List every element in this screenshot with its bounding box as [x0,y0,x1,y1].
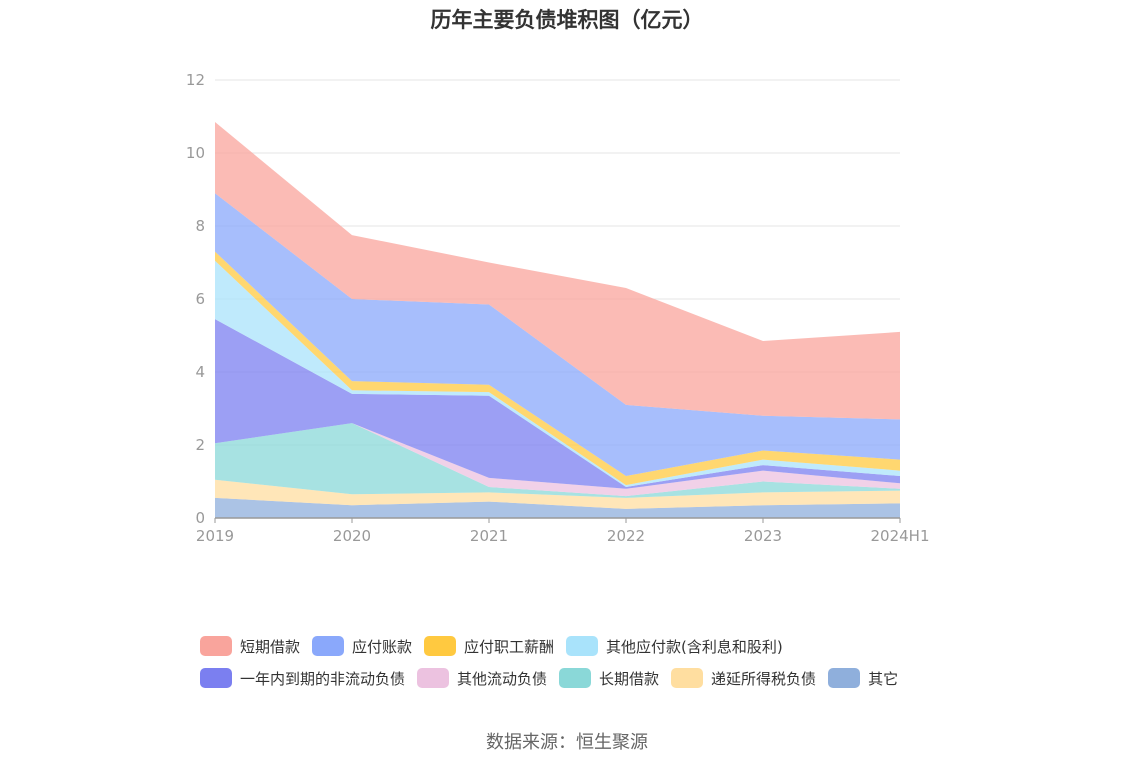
legend-label: 短期借款 [240,637,301,656]
y-tick-label: 8 [195,217,205,235]
legend-swatch [559,668,592,688]
area-series-1 [215,479,900,509]
y-tick-label: 10 [186,144,205,162]
legend-swatch [312,636,345,656]
y-tick-label: 6 [195,290,205,308]
legend-label: 应付账款 [352,637,413,656]
legend-item[interactable]: 其他应付款(含利息和股利) [566,636,783,657]
legend-item[interactable]: 应付职工薪酬 [424,636,554,657]
x-tick-label: 2023 [744,527,782,545]
area-series-8 [215,122,900,420]
legend-swatch [424,636,457,656]
x-tick-label: 2020 [333,527,371,545]
legend-swatch [671,668,704,688]
legend-item[interactable]: 应付账款 [312,636,412,657]
area-series-3 [215,423,900,497]
area-series-7 [215,193,900,476]
legend-item[interactable]: 其他流动负债 [417,668,547,689]
x-tick-label: 2024H1 [871,527,930,545]
legend-label: 长期借款 [599,669,660,688]
area-series-0 [215,497,900,518]
y-tick-label: 2 [195,436,205,454]
legend-item[interactable]: 长期借款 [559,668,659,689]
legend: 短期借款 应付账款 应付职工薪酬 其他应付款(含利息和股利) 一年内到期的非流动负债 其他… [200,630,960,694]
legend-row: 一年内到期的非流动负债 其他流动负债 长期借款 递延所得税负债 其它 [200,662,960,694]
area-series [215,122,900,518]
area-series-2 [215,423,900,498]
legend-label: 其他应付款(含利息和股利) [606,637,783,656]
data-source: 数据来源：恒生聚源 [486,732,648,753]
chart-title: 历年主要负债堆积图（亿元） [430,8,704,32]
axes: 0 2 4 6 8 10 12 2019 2020 2021 2022 2023 2024H1 [186,71,930,545]
legend-swatch [828,668,861,688]
legend-label: 一年内到期的非流动负债 [240,669,406,688]
legend-item[interactable]: 短期借款 [200,636,300,657]
x-tick-label: 2019 [196,527,234,545]
y-tick-label: 12 [186,71,205,89]
y-tick-label: 4 [195,363,205,381]
legend-swatch [200,668,232,688]
y-tick-label: 0 [195,509,205,527]
legend-item[interactable]: 其它 [828,668,898,689]
x-tick-label: 2021 [470,527,508,545]
legend-swatch [566,636,599,656]
legend-label: 应付职工薪酬 [464,637,555,656]
legend-swatch [417,668,450,688]
area-series-4 [215,319,900,489]
stacked-area-chart: 0 2 4 6 8 10 12 2019 2020 2021 2022 2023 2024H1 [186,71,930,545]
legend-label: 其他流动负债 [457,669,548,688]
legend-swatch [200,636,232,656]
legend-row: 短期借款 应付账款 应付职工薪酬 其他应付款(含利息和股利) [200,630,960,662]
legend-item[interactable]: 一年内到期的非流动负债 [200,668,405,689]
area-series-6 [215,251,900,486]
x-tick-label: 2022 [607,527,645,545]
legend-label: 递延所得税负债 [711,669,817,688]
legend-item[interactable]: 递延所得税负债 [671,668,816,689]
legend-label: 其它 [868,669,899,688]
